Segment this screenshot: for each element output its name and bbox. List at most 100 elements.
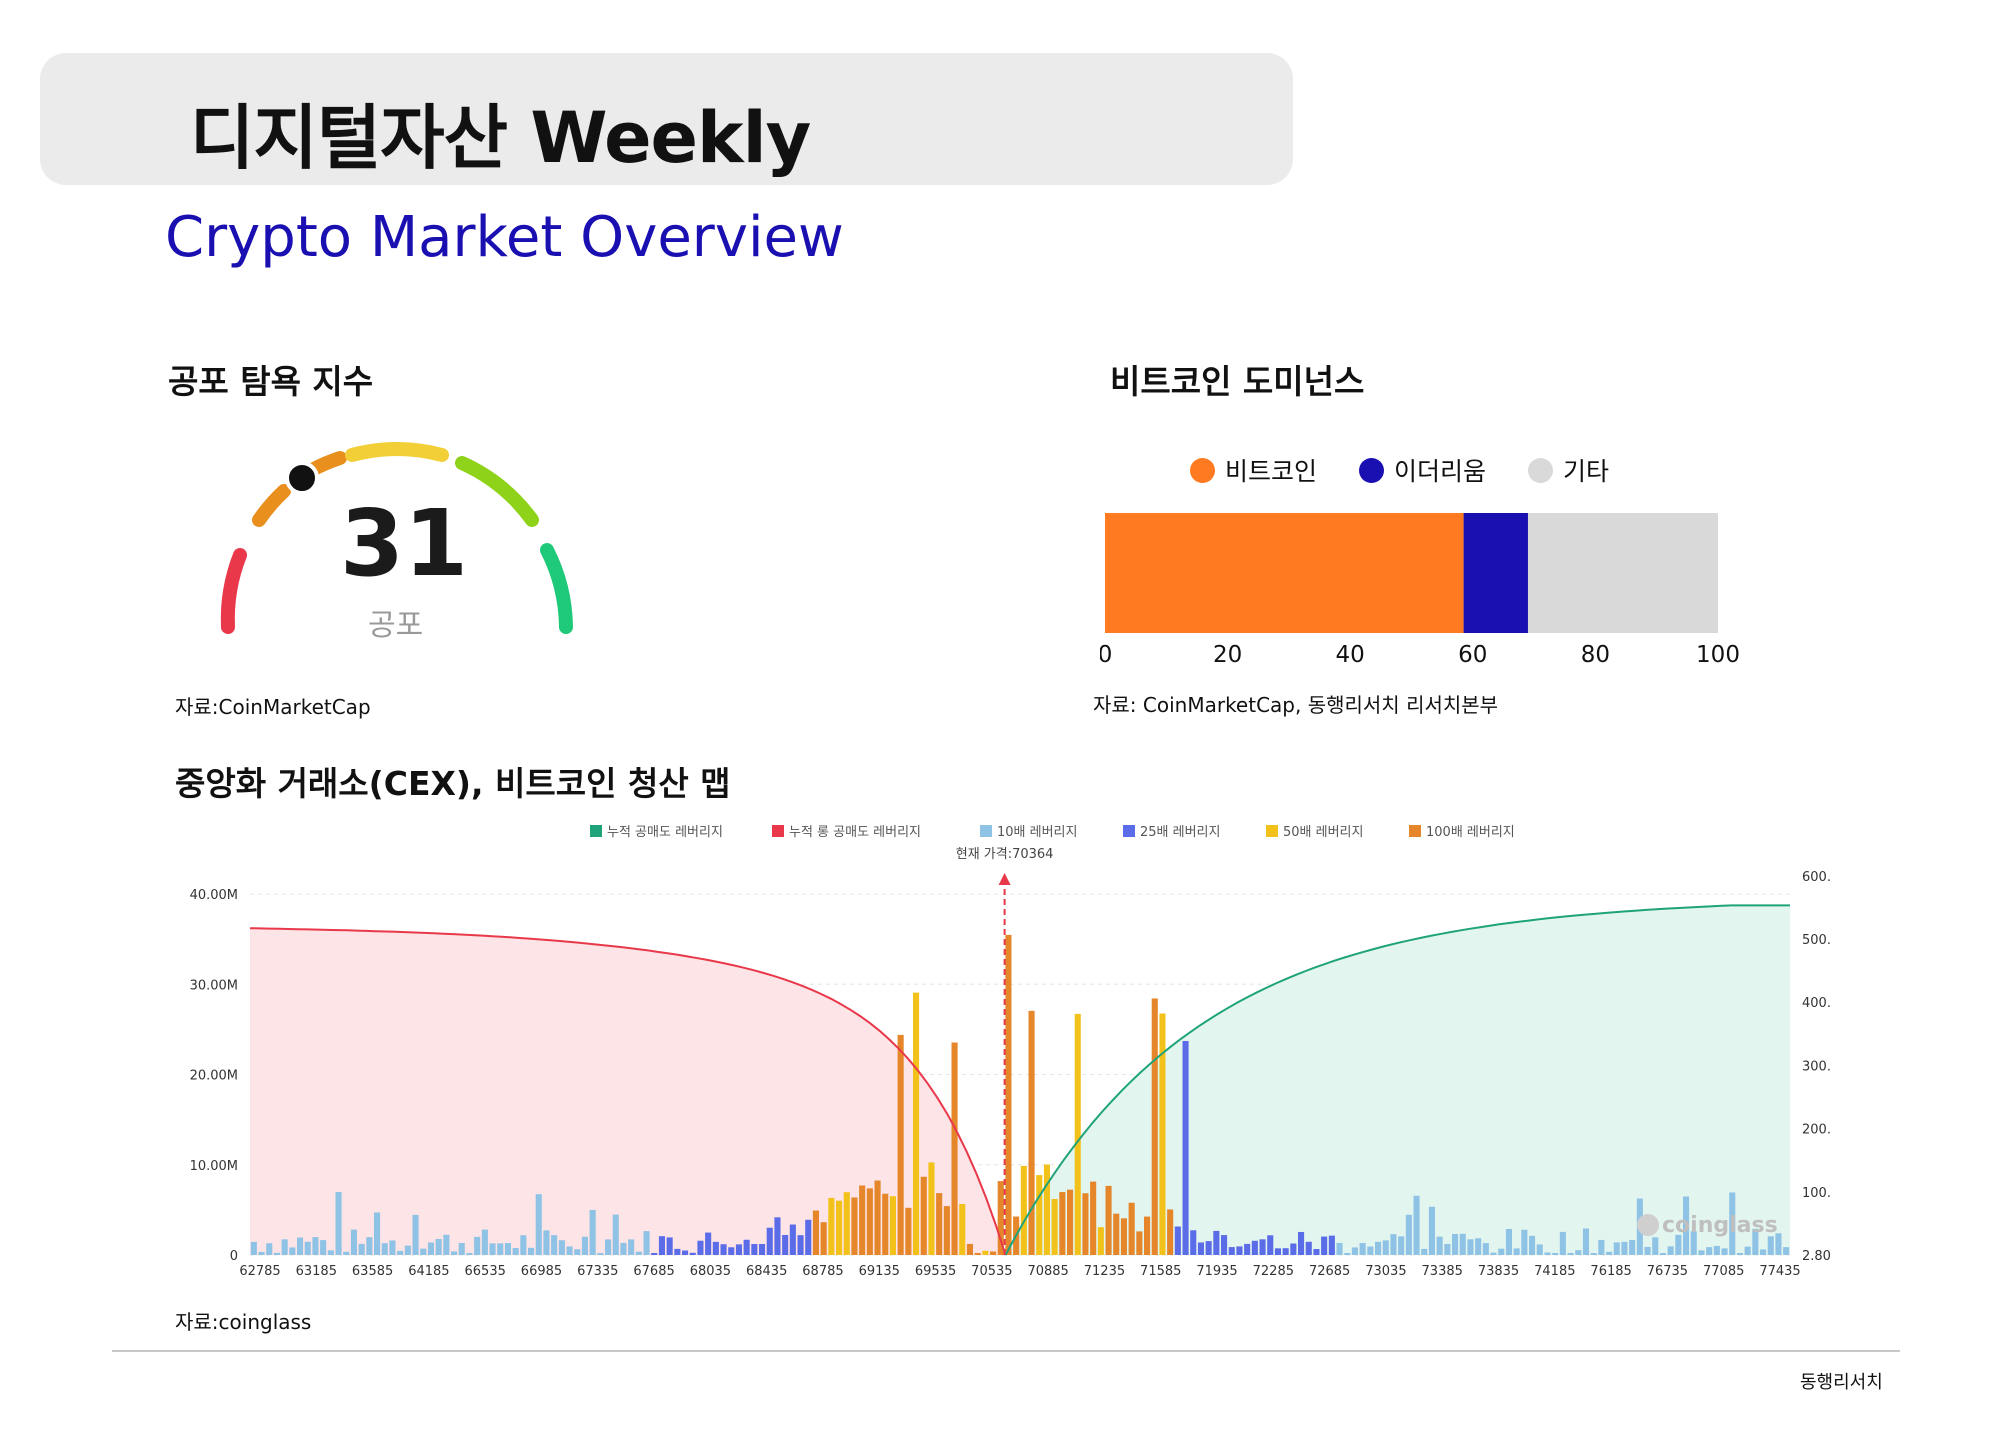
liq-x-tick: 73385 bbox=[1422, 1264, 1463, 1279]
liq-bar bbox=[1775, 1233, 1782, 1255]
gauge-arc-fear-2 bbox=[305, 451, 347, 477]
liq-bar bbox=[427, 1242, 434, 1255]
liq-bar bbox=[666, 1237, 673, 1255]
liq-bar bbox=[1544, 1252, 1551, 1255]
liq-bar bbox=[558, 1240, 565, 1255]
liq-bar bbox=[1059, 1192, 1066, 1255]
liq-bar bbox=[1590, 1253, 1597, 1255]
gauge-indicator bbox=[285, 461, 319, 495]
liq-bar bbox=[620, 1242, 627, 1255]
liq-y-left-tick: 0 bbox=[230, 1249, 238, 1264]
liq-bar bbox=[281, 1239, 288, 1255]
liq-bar bbox=[1721, 1248, 1728, 1255]
liq-bar bbox=[705, 1232, 712, 1255]
liq-bar bbox=[1498, 1248, 1505, 1255]
legend-dot-bitcoin bbox=[1190, 457, 1215, 483]
liq-bar bbox=[1097, 1227, 1104, 1255]
dominance-bar-segment-2 bbox=[1527, 513, 1718, 633]
liq-bar bbox=[1690, 1231, 1697, 1255]
liq-bar bbox=[1367, 1246, 1374, 1255]
liq-x-tick: 72685 bbox=[1309, 1264, 1350, 1279]
liq-bar bbox=[1120, 1218, 1127, 1255]
liq-bar bbox=[1005, 934, 1012, 1255]
liquidation-source: 자료:coinglass bbox=[175, 1310, 312, 1334]
liq-bar bbox=[959, 1203, 966, 1255]
liq-bar bbox=[1136, 1231, 1143, 1255]
liq-x-tick: 64185 bbox=[408, 1264, 449, 1279]
liq-bar bbox=[1783, 1247, 1790, 1255]
liq-long-area bbox=[250, 928, 1006, 1255]
footer-divider bbox=[112, 1350, 1900, 1352]
liq-bar bbox=[820, 1222, 827, 1255]
liq-bar bbox=[1444, 1243, 1451, 1255]
liq-bar bbox=[1359, 1243, 1366, 1255]
liq-bar bbox=[1228, 1247, 1235, 1255]
liq-x-tick: 68035 bbox=[690, 1264, 731, 1279]
liq-bar bbox=[1213, 1230, 1220, 1255]
liq-x-tick: 68435 bbox=[746, 1264, 787, 1279]
liq-bar bbox=[612, 1214, 619, 1255]
page-title: 디지털자산 Weekly bbox=[190, 97, 811, 179]
liq-bar bbox=[997, 1181, 1004, 1255]
liq-bar bbox=[674, 1248, 681, 1255]
dominance-tick-label: 60 bbox=[1458, 642, 1487, 668]
liq-bar bbox=[574, 1249, 581, 1255]
dominance-tick-label: 100 bbox=[1696, 642, 1740, 668]
liq-x-tick: 74185 bbox=[1534, 1264, 1575, 1279]
liq-bar bbox=[720, 1244, 727, 1255]
liq-x-tick: 66535 bbox=[465, 1264, 506, 1279]
liq-long-line bbox=[249, 927, 1007, 1256]
liq-bar bbox=[1274, 1248, 1281, 1255]
dominance-legend: 비트코인 이더리움 기타 bbox=[1190, 452, 1609, 488]
liq-y-left-tick: 20.00M bbox=[190, 1069, 238, 1084]
liq-bar bbox=[1529, 1235, 1536, 1255]
liq-bar bbox=[1490, 1252, 1497, 1255]
liq-bar bbox=[1259, 1239, 1266, 1255]
coinglass-watermark: coinglass bbox=[1662, 1213, 1778, 1238]
liq-x-tick: 71935 bbox=[1196, 1264, 1237, 1279]
liq-bar bbox=[1398, 1236, 1405, 1255]
liq-y-left-tick: 30.00M bbox=[190, 978, 238, 993]
liq-bar bbox=[374, 1212, 381, 1255]
liq-bar bbox=[589, 1209, 596, 1255]
fear-greed-label: 공포 bbox=[368, 608, 424, 643]
liq-x-tick: 72285 bbox=[1253, 1264, 1294, 1279]
liq-bar bbox=[551, 1235, 558, 1255]
liq-bar bbox=[412, 1214, 419, 1255]
liq-bar bbox=[1282, 1248, 1289, 1255]
fear-greed-source: 자료:CoinMarketCap bbox=[175, 695, 371, 719]
liq-bar bbox=[1082, 1193, 1089, 1255]
liq-bar bbox=[1167, 1209, 1174, 1255]
liq-bar bbox=[1298, 1231, 1305, 1255]
liq-bar bbox=[1028, 1010, 1035, 1255]
liq-bar bbox=[1644, 1246, 1651, 1255]
title-banner bbox=[40, 53, 1293, 185]
liq-bar bbox=[1090, 1181, 1097, 1255]
liq-bar bbox=[320, 1240, 327, 1255]
liq-legend-swatch-4 bbox=[1266, 825, 1278, 837]
liq-bar bbox=[1174, 1226, 1181, 1255]
gauge-arc-fear bbox=[252, 484, 291, 527]
liq-bar bbox=[882, 1193, 889, 1255]
liq-bar bbox=[828, 1197, 835, 1255]
liq-bar bbox=[335, 1192, 342, 1255]
liq-bar bbox=[1328, 1235, 1335, 1255]
fear-greed-value: 31 bbox=[340, 490, 469, 597]
liq-bar bbox=[535, 1194, 542, 1255]
liq-bar bbox=[1336, 1242, 1343, 1255]
liq-bar bbox=[951, 1042, 958, 1255]
liq-bar bbox=[1683, 1196, 1690, 1255]
liq-bar bbox=[1105, 1185, 1112, 1255]
liq-bar bbox=[1144, 1216, 1151, 1255]
liq-x-tick: 73835 bbox=[1478, 1264, 1519, 1279]
liq-bar bbox=[966, 1243, 973, 1255]
liq-x-tick: 77435 bbox=[1759, 1264, 1800, 1279]
liq-x-tick: 63185 bbox=[296, 1264, 337, 1279]
liq-bar bbox=[1051, 1198, 1058, 1255]
liq-bar bbox=[1667, 1246, 1674, 1255]
footer-brand: 동행리서치 bbox=[1800, 1372, 1883, 1393]
liq-bar bbox=[443, 1234, 450, 1255]
liq-x-tick: 73035 bbox=[1365, 1264, 1406, 1279]
liq-bar bbox=[782, 1234, 789, 1255]
liq-bar bbox=[658, 1236, 665, 1255]
